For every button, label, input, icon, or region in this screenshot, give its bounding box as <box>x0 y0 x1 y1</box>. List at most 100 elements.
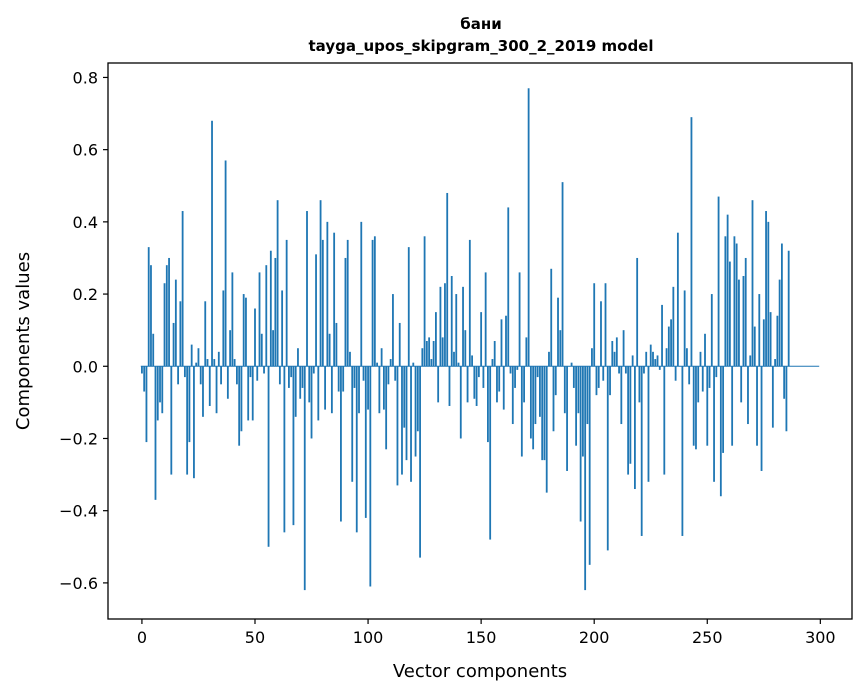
bar-66 <box>290 366 293 378</box>
bar-283 <box>780 243 783 367</box>
bar-31 <box>211 120 213 367</box>
bar-85 <box>333 232 336 367</box>
bar-119 <box>410 366 412 482</box>
bar-19 <box>183 366 186 378</box>
x-axis-label: Vector components <box>393 661 567 682</box>
bar-89 <box>342 366 345 392</box>
bar-234 <box>670 319 672 367</box>
bar-4 <box>150 265 152 367</box>
bar-0 <box>141 366 143 374</box>
bar-137 <box>450 276 453 367</box>
bar-114 <box>398 322 401 367</box>
bar-284 <box>783 366 786 399</box>
bar-78 <box>317 366 320 421</box>
bar-134 <box>444 283 446 367</box>
bar-74 <box>308 366 311 403</box>
bar-141 <box>459 366 462 439</box>
bar-57 <box>269 250 272 367</box>
bar-211 <box>618 366 620 374</box>
bar-260 <box>728 261 731 367</box>
bar-181 <box>550 268 553 367</box>
bar-267 <box>744 257 747 367</box>
bar-161 <box>505 315 507 367</box>
bar-56 <box>267 366 270 547</box>
bar-18 <box>181 211 184 367</box>
bar-198 <box>588 366 591 565</box>
y-tick-label: 0.4 <box>73 213 98 232</box>
bar-219 <box>636 257 639 367</box>
bar-269 <box>749 355 752 367</box>
bar-133 <box>441 337 444 367</box>
bar-27 <box>202 366 204 417</box>
bar-117 <box>405 366 408 461</box>
bar-206 <box>606 366 609 551</box>
bar-254 <box>715 366 718 378</box>
bar-218 <box>634 366 636 490</box>
x-tick-label: 200 <box>579 628 610 647</box>
bar-22 <box>190 344 193 367</box>
bar-207 <box>609 366 611 396</box>
bar-139 <box>455 294 458 367</box>
bar-201 <box>595 366 598 396</box>
bar-178 <box>543 366 546 461</box>
bar-70 <box>299 366 302 399</box>
bar-43 <box>238 366 241 446</box>
bar-165 <box>514 366 516 388</box>
bar-34 <box>217 351 220 367</box>
y-axis-label: Components values <box>13 252 34 430</box>
bar-41 <box>233 359 236 367</box>
bar-210 <box>615 337 618 367</box>
bar-270 <box>751 200 754 367</box>
bar-149 <box>477 366 480 378</box>
y-tick-label: 0.0 <box>73 357 98 376</box>
bar-58 <box>272 330 274 367</box>
bar-128 <box>430 359 433 367</box>
bar-225 <box>649 344 652 367</box>
bar-212 <box>620 366 623 425</box>
bar-255 <box>717 196 720 367</box>
bar-68 <box>294 366 297 417</box>
bar-81 <box>324 366 326 410</box>
bar-158 <box>498 366 501 392</box>
bar-69 <box>297 348 299 367</box>
bar-237 <box>676 232 679 367</box>
bar-159 <box>500 319 503 367</box>
bar-99 <box>364 366 367 518</box>
bar-1 <box>143 366 146 392</box>
bar-160 <box>502 366 505 410</box>
bar-268 <box>747 366 749 425</box>
bar-98 <box>362 366 365 381</box>
bar-199 <box>591 348 593 367</box>
x-tick-label: 100 <box>353 628 384 647</box>
bar-196 <box>584 366 587 591</box>
bar-171 <box>527 88 530 367</box>
bar-40 <box>231 272 234 367</box>
bar-32 <box>213 359 216 367</box>
bar-155 <box>491 359 494 367</box>
bar-63 <box>283 366 286 533</box>
bar-53 <box>260 333 263 367</box>
bar-262 <box>733 236 736 367</box>
bar-187 <box>563 366 566 414</box>
bar-151 <box>482 366 485 388</box>
bar-3 <box>147 247 150 367</box>
bar-8 <box>159 366 161 403</box>
bar-91 <box>346 239 349 367</box>
bar-62 <box>281 290 284 367</box>
bar-282 <box>778 279 781 367</box>
bar-50 <box>254 308 256 367</box>
bar-194 <box>579 366 582 522</box>
bar-276 <box>765 211 767 367</box>
bar-71 <box>301 366 304 388</box>
bar-241 <box>686 348 688 367</box>
bar-176 <box>539 366 541 417</box>
bar-228 <box>656 355 659 367</box>
bar-266 <box>742 276 745 367</box>
bar-252 <box>710 294 713 367</box>
bar-177 <box>541 366 544 461</box>
bar-180 <box>548 351 550 367</box>
bar-175 <box>536 366 539 378</box>
bar-168 <box>520 366 523 457</box>
bar-38 <box>226 366 229 399</box>
bar-94 <box>353 366 356 388</box>
